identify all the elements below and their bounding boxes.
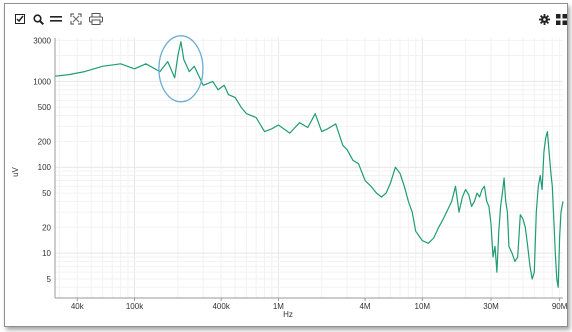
series-line [54, 41, 564, 288]
x-tick-label: 40k [71, 302, 85, 311]
y-tick-labels: 3000 1000 500 200 100 50 20 10 5 [33, 36, 51, 284]
print-icon[interactable] [89, 13, 103, 25]
plot-axes [54, 38, 563, 299]
y-tick-label: 100 [38, 163, 52, 172]
annotation-group [158, 35, 204, 103]
highlight-ellipse [158, 35, 204, 103]
zoom-icon[interactable] [32, 13, 44, 25]
x-tick-label: 4M [359, 302, 370, 311]
y-tick-label: 500 [38, 103, 52, 112]
series-group [54, 41, 564, 288]
equals-icon[interactable] [50, 13, 62, 25]
y-tick-label: 3000 [33, 36, 51, 45]
x-tick-label: 400k [212, 302, 230, 311]
plot-grid [55, 38, 563, 299]
x-tick-labels: 40k 100k 400k 1M 4M 10M 30M 90M [71, 298, 567, 311]
chart-svg: 40k 100k 400k 1M 4M 10M 30M 90M 3000 1000 500 200 1… [11, 35, 567, 319]
grid-icon[interactable] [555, 13, 567, 25]
x-tick-label: 90M [552, 302, 567, 311]
chart-toolbar [5, 4, 567, 30]
y-tick-label: 20 [42, 223, 51, 232]
x-axis-label: Hz [283, 310, 293, 319]
checkbox-icon[interactable] [14, 13, 26, 25]
y-axis-label: uV [11, 166, 20, 176]
settings-icon[interactable] [538, 13, 550, 25]
y-tick-label: 200 [38, 137, 52, 146]
x-tick-label: 1M [273, 302, 284, 311]
chart-panel: 40k 100k 400k 1M 4M 10M 30M 90M 3000 1000 500 200 1… [4, 3, 568, 327]
y-tick-label: 5 [47, 275, 52, 284]
x-tick-label: 100k [126, 302, 144, 311]
x-tick-label: 30M [483, 302, 499, 311]
fit-icon[interactable] [70, 13, 82, 25]
y-tick-label: 10 [42, 249, 51, 258]
y-tick-label: 50 [42, 189, 51, 198]
y-tick-label: 1000 [33, 77, 51, 86]
x-tick-label: 10M [415, 302, 431, 311]
